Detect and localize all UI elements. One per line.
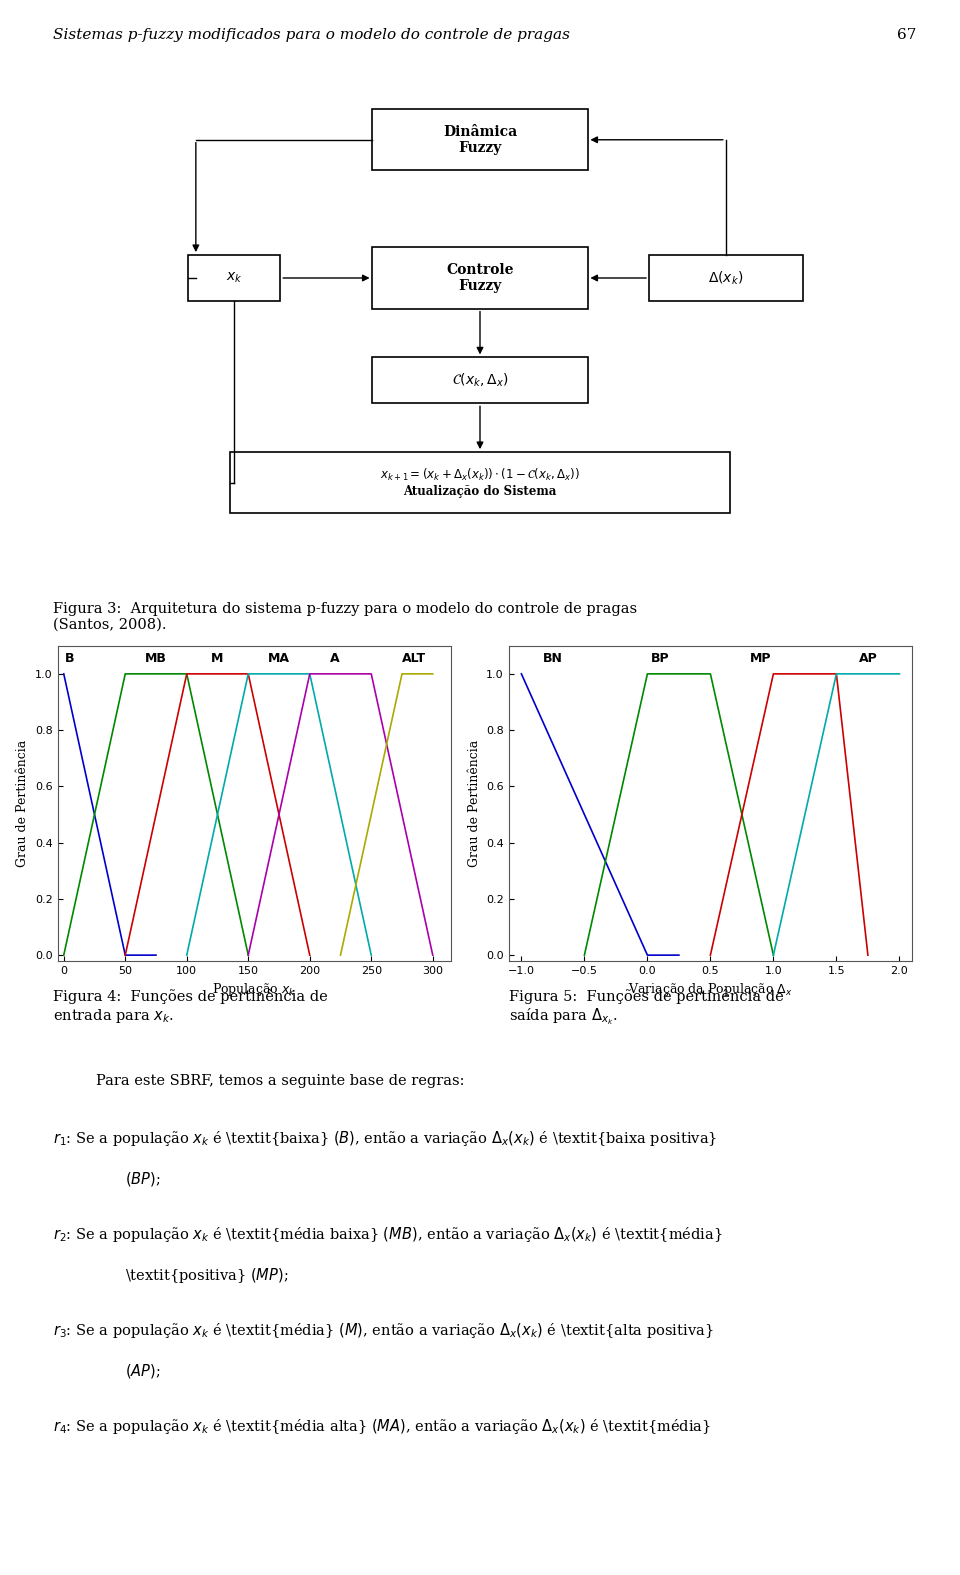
Text: $(AP)$;: $(AP)$; — [125, 1362, 160, 1380]
Text: $r_1$: Se a população $x_k$ é \textit{baixa} $(B)$, então a variação $\Delta_x(x: $r_1$: Se a população $x_k$ é \textit{ba… — [53, 1129, 717, 1148]
Text: MB: MB — [145, 652, 167, 665]
Text: A: A — [329, 652, 339, 665]
Text: $r_2$: Se a população $x_k$ é \textit{média baixa} $(MB)$, então a variação $\De: $r_2$: Se a população $x_k$ é \textit{mé… — [53, 1225, 723, 1244]
Text: $(BP)$;: $(BP)$; — [125, 1170, 160, 1188]
Bar — [372, 247, 588, 309]
Text: Figura 3:  Arquitetura do sistema p-fuzzy para o modelo do controle de pragas
(S: Figura 3: Arquitetura do sistema p-fuzzy… — [53, 602, 636, 632]
Text: BN: BN — [543, 652, 563, 665]
Text: \textit{positiva} $(MP)$;: \textit{positiva} $(MP)$; — [125, 1266, 288, 1285]
Text: Sistemas p-fuzzy modificados para o modelo do controle de pragas: Sistemas p-fuzzy modificados para o mode… — [53, 28, 570, 43]
Text: $\Delta(x_k)$: $\Delta(x_k)$ — [708, 269, 743, 287]
Bar — [372, 109, 588, 170]
Text: Controle
Fuzzy: Controle Fuzzy — [446, 263, 514, 293]
Y-axis label: Grau de Pertinência: Grau de Pertinência — [16, 740, 30, 866]
Text: $x_k$: $x_k$ — [226, 271, 243, 285]
Y-axis label: Grau de Pertinência: Grau de Pertinência — [468, 740, 481, 866]
Text: Figura 5:  Funções de pertinência de
saída para $\Delta_{x_k}$.: Figura 5: Funções de pertinência de saíd… — [509, 989, 783, 1027]
X-axis label: Variação da População $\Delta_x$: Variação da População $\Delta_x$ — [628, 981, 793, 999]
Text: AP: AP — [858, 652, 877, 665]
Text: $r_4$: Se a população $x_k$ é \textit{média alta} $(MA)$, então a variação $\Del: $r_4$: Se a população $x_k$ é \textit{mé… — [53, 1418, 711, 1436]
Text: MA: MA — [268, 652, 290, 665]
Bar — [230, 452, 730, 513]
Text: M: M — [211, 652, 224, 665]
Bar — [372, 358, 588, 403]
Bar — [188, 255, 280, 301]
Text: MP: MP — [750, 652, 772, 665]
Text: Para este SBRF, temos a seguinte base de regras:: Para este SBRF, temos a seguinte base de… — [96, 1074, 465, 1088]
Text: $r_3$: Se a população $x_k$ é \textit{média} $(M)$, então a variação $\Delta_x(x: $r_3$: Se a população $x_k$ é \textit{mé… — [53, 1321, 713, 1340]
Bar — [649, 255, 803, 301]
Text: BP: BP — [651, 652, 669, 665]
Text: Dinâmica
Fuzzy: Dinâmica Fuzzy — [443, 124, 517, 154]
Text: Figura 4:  Funções de pertinência de
entrada para $x_k$.: Figura 4: Funções de pertinência de entr… — [53, 989, 327, 1025]
Text: 67: 67 — [898, 28, 917, 43]
Text: B: B — [65, 652, 75, 665]
X-axis label: População $x_k$: População $x_k$ — [212, 981, 297, 999]
Text: $x_{k+1} = (x_k + \Delta_x(x_k)) \cdot (1 - \mathcal{C}(x_k, \Delta_x))$
Atualiz: $x_{k+1} = (x_k + \Delta_x(x_k)) \cdot (… — [380, 468, 580, 498]
Text: ALT: ALT — [402, 652, 426, 665]
Text: $\mathcal{C}(x_k, \Delta_x)$: $\mathcal{C}(x_k, \Delta_x)$ — [452, 372, 508, 389]
